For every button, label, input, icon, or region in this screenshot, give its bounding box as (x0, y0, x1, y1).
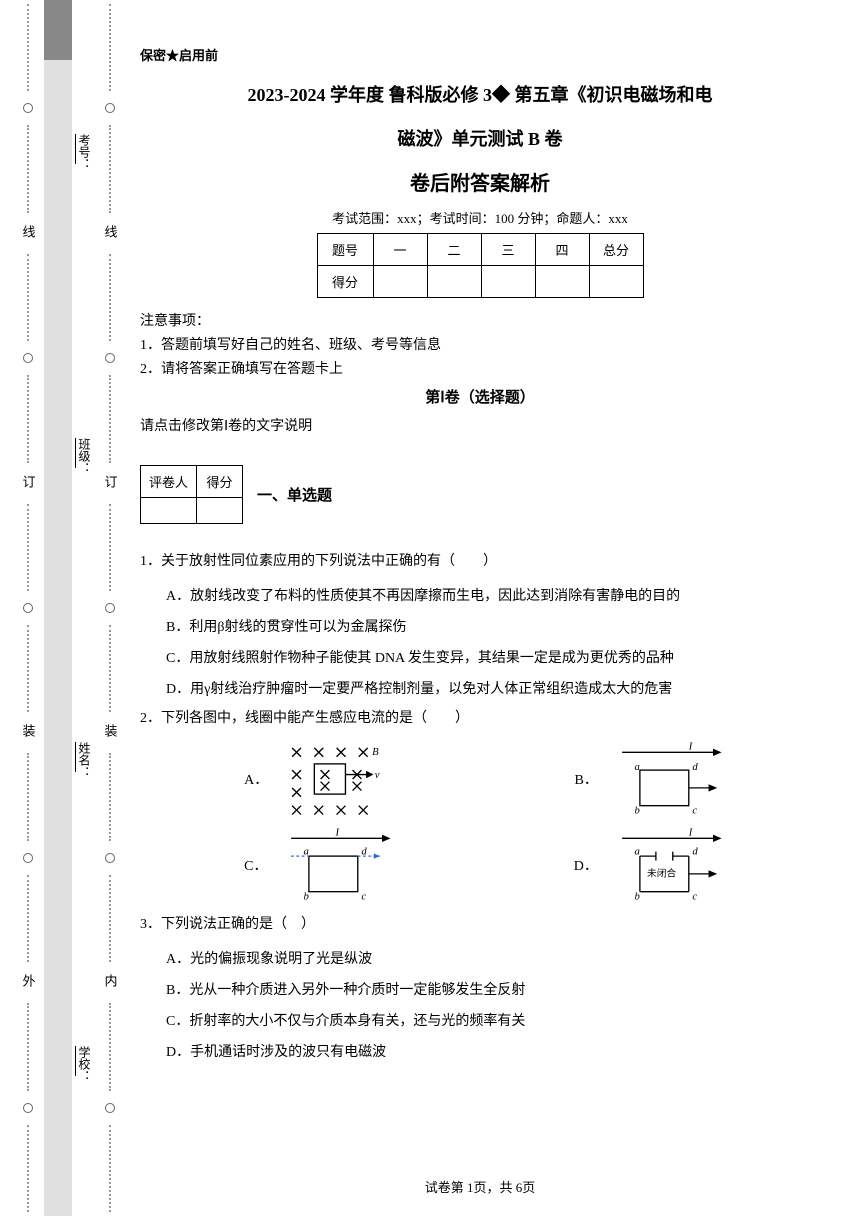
score-header-cell: 四 (535, 234, 589, 266)
svg-text:I: I (688, 828, 693, 839)
gutter-inner-label: 线 (101, 225, 120, 242)
svg-text:b: b (304, 892, 309, 903)
option-label: C． (244, 855, 267, 875)
section-title: 第Ⅰ卷（选择题） (140, 386, 820, 407)
score-empty-cell (481, 266, 535, 298)
grader-cell: 得分 (197, 466, 243, 498)
question-option: B．利用β射线的贯穿性可以为金属探伤 (166, 613, 820, 644)
gutter-inner-label: 订 (101, 475, 120, 492)
gutter-outer-label: 订 (19, 475, 38, 492)
svg-text:I: I (688, 742, 693, 753)
question-option: A．光的偏振现象说明了光是纵波 (166, 945, 820, 976)
score-header-cell: 题号 (317, 234, 373, 266)
notice-title: 注意事项： (140, 310, 820, 330)
gutter-field: 班级： (77, 438, 91, 474)
score-header-cell: 总分 (589, 234, 643, 266)
gutter-gray-bar-dark (44, 0, 72, 60)
gutter-outer-label: 外 (19, 974, 38, 991)
exam-info: 考试范围：xxx；考试时间：100 分钟；命题人：xxx (140, 208, 820, 227)
question-1-options: A．放射线改变了布料的性质使其不再因摩擦而生电，因此达到消除有害静电的目的 B．… (140, 582, 820, 705)
svg-text:b: b (634, 892, 639, 903)
diagram-a-field-in: B v (276, 739, 406, 819)
grader-empty-cell (197, 498, 243, 524)
part-title: 一、单选题 (257, 484, 332, 505)
diagram-b-wire-loop: I a d b c (606, 739, 736, 819)
grader-cell: 评卷人 (141, 466, 197, 498)
exam-title-line1: 2023-2024 学年度 鲁科版必修 3◆ 第五章《初识电磁场和电 (140, 76, 820, 116)
question-2-row1: A． B v (140, 739, 820, 819)
question-option: A．放射线改变了布料的性质使其不再因摩擦而生电，因此达到消除有害静电的目的 (166, 582, 820, 613)
score-table: 题号 一 二 三 四 总分 得分 (317, 233, 644, 298)
page-footer: 试卷第 1页，共 6页 (140, 1177, 820, 1196)
svg-text:未闭合: 未闭合 (647, 867, 677, 880)
question-option: B．光从一种介质进入另外一种介质时一定能够发生全反射 (166, 976, 820, 1007)
option-label: D． (574, 855, 598, 875)
gutter-fields: 学校： 姓名： 班级： 考号： (72, 0, 96, 1216)
notice-item: 2．请将答案正确填写在答题卡上 (140, 358, 820, 378)
question-1-stem: 1．关于放射性同位素应用的下列说法中正确的有（ ） (140, 548, 820, 576)
gutter-outer-label: 装 (19, 724, 38, 741)
svg-text:d: d (692, 762, 698, 773)
gutter-field: 学校： (77, 1046, 91, 1082)
question-2-row2: C． I a d b c D． (140, 825, 820, 905)
grader-box: 评卷人 得分 一、单选题 (140, 465, 820, 524)
document-content: 保密★启用前 2023-2024 学年度 鲁科版必修 3◆ 第五章《初识电磁场和… (140, 45, 820, 1069)
question-3-options: A．光的偏振现象说明了光是纵波 B．光从一种介质进入另外一种介质时一定能够发生全… (140, 945, 820, 1068)
exam-title-line2: 磁波》单元测试 B 卷 (140, 120, 820, 160)
option-label: B． (575, 769, 598, 789)
option-d-cell: D． I a d b c 未闭合 (574, 825, 736, 905)
score-empty-cell (373, 266, 427, 298)
svg-text:d: d (362, 847, 368, 858)
gutter-gray-bar (44, 0, 72, 1216)
diagram-c-wire-loop-dashed: I a d b c (275, 825, 405, 905)
svg-text:b: b (634, 806, 639, 817)
grader-table: 评卷人 得分 (140, 465, 243, 524)
notice-item: 1．答题前填写好自己的姓名、班级、考号等信息 (140, 334, 820, 354)
score-empty-cell (589, 266, 643, 298)
confidential-label: 保密★启用前 (140, 45, 820, 64)
svg-text:v: v (375, 770, 380, 781)
score-empty-cell (535, 266, 589, 298)
svg-text:a: a (634, 762, 639, 773)
question-2-stem: 2．下列各图中，线圈中能产生感应电流的是（ ） (140, 705, 820, 733)
gutter-outer-label: 线 (19, 225, 38, 242)
svg-text:a: a (304, 847, 309, 858)
question-option: D．用γ射线治疗肿瘤时一定要严格控制剂量，以免对人体正常组织造成太大的危害 (166, 675, 820, 706)
gutter-inner-col: 内 装 订 线 (100, 0, 120, 1216)
svg-text:d: d (692, 847, 698, 858)
option-label: A． (244, 769, 268, 789)
score-header-cell: 一 (373, 234, 427, 266)
gutter-inner-label: 内 (101, 974, 120, 991)
svg-text:a: a (634, 847, 639, 858)
question-option: C．折射率的大小不仅与介质本身有关，还与光的频率有关 (166, 1007, 820, 1038)
option-b-cell: B． I a d b c (575, 739, 736, 819)
svg-text:c: c (692, 892, 697, 903)
question-3-stem: 3．下列说法正确的是（ ） (140, 911, 820, 939)
svg-text:B: B (372, 747, 379, 758)
option-a-cell: A． B v (244, 739, 406, 819)
gutter-field: 姓名： (77, 742, 91, 778)
section-instruction: 请点击修改第Ⅰ卷的文字说明 (140, 415, 820, 435)
svg-text:c: c (692, 806, 697, 817)
table-row: 得分 (317, 266, 643, 298)
diagram-d-unclosed: I a d b c 未闭合 (606, 825, 736, 905)
binding-gutter: 外 装 订 线 学校： 姓名： 班级： 考号： 内 装 订 (0, 0, 120, 1216)
score-header-cell: 二 (427, 234, 481, 266)
score-label-cell: 得分 (317, 266, 373, 298)
question-option: C．用放射线照射作物种子能使其 DNA 发生变异，其结果一定是成为更优秀的品种 (166, 644, 820, 675)
exam-subtitle: 卷后附答案解析 (140, 167, 820, 196)
score-header-cell: 三 (481, 234, 535, 266)
svg-text:c: c (362, 892, 367, 903)
gutter-outer-col: 外 装 订 线 (18, 0, 38, 1216)
table-row: 题号 一 二 三 四 总分 (317, 234, 643, 266)
option-c-cell: C． I a d b c (244, 825, 405, 905)
gutter-field: 考号： (77, 134, 91, 170)
svg-text:I: I (335, 828, 340, 839)
question-option: D．手机通话时涉及的波只有电磁波 (166, 1038, 820, 1069)
grader-empty-cell (141, 498, 197, 524)
score-empty-cell (427, 266, 481, 298)
gutter-inner-label: 装 (101, 724, 120, 741)
